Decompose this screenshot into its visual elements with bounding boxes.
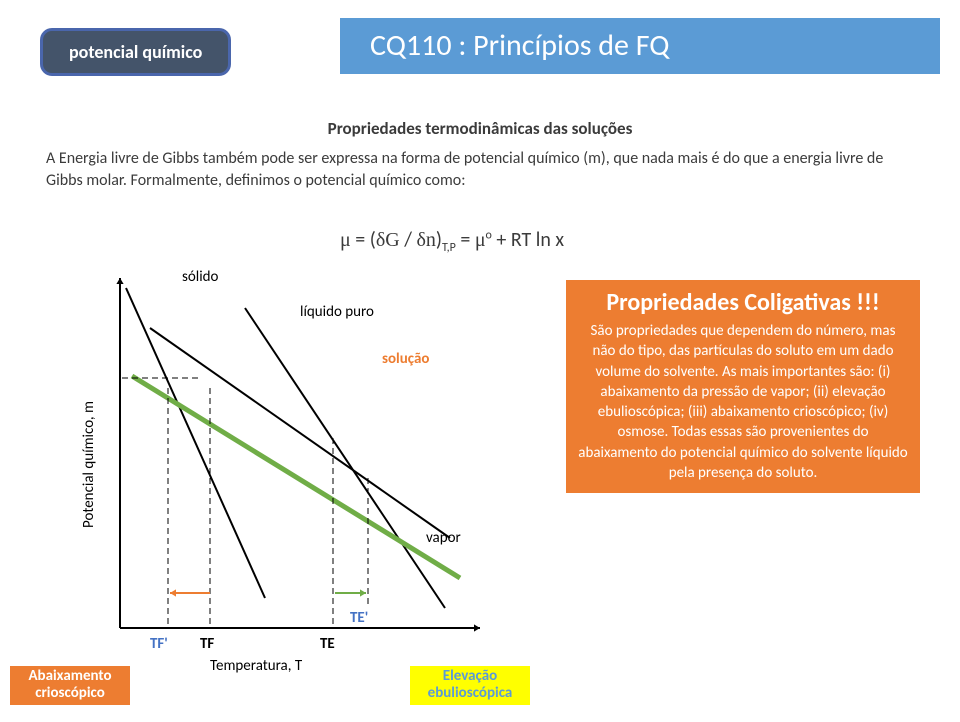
mu-symbol: μ [340, 229, 351, 251]
header: potencial químico CQ110 : Princípios de … [0, 18, 960, 78]
label-tf: TF [200, 635, 214, 653]
label-liquido-puro: líquido puro [300, 303, 374, 321]
eq-tail: + RT ln x [492, 228, 564, 252]
eq-subscript: T,P [442, 241, 456, 255]
label-solucao: solução [382, 350, 429, 368]
section-subtitle: Propriedades termodinâmicas das soluções [0, 118, 960, 139]
label-te-prime: TE' [350, 609, 368, 627]
y-axis-label: Potencial químico, m [80, 401, 98, 528]
label-tf-prime: TF' [150, 635, 168, 653]
label-solido: sólido [182, 268, 218, 286]
potential-vs-temperature-chart: Potencial químico, m Temperatura, T sóli… [90, 268, 510, 668]
label-vapor: vapor [426, 529, 461, 547]
highlight-crioscopic: Abaixamento crioscópico [10, 666, 130, 705]
highlight-ebullioscopic: Elevação ebulioscópica [410, 666, 530, 705]
topic-badge: potencial químico [40, 28, 231, 76]
colligative-properties-box: Propriedades Coligativas !!! São proprie… [566, 280, 920, 493]
chart-svg [90, 268, 510, 668]
delta-g: δG [376, 229, 400, 251]
label-te: TE [320, 635, 335, 653]
colligative-body: São propriedades que dependem do número,… [578, 321, 908, 483]
intro-paragraph: A Energia livre de Gibbs também pode ser… [46, 148, 916, 191]
delta-n: δn [416, 229, 435, 251]
chemical-potential-equation: μ = (δG / δn)T,P = μo + RT ln x [340, 228, 564, 255]
x-axis-label: Temperatura, T [210, 657, 302, 675]
colligative-title: Propriedades Coligativas !!! [578, 288, 908, 317]
course-title: CQ110 : Princípios de FQ [340, 18, 940, 74]
mu-symbol-2: μ [475, 229, 486, 251]
